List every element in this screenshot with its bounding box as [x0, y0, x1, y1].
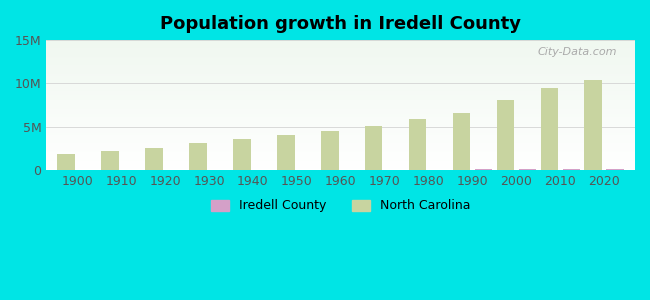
Bar — [233, 139, 251, 170]
Bar — [101, 151, 119, 170]
Bar — [409, 119, 426, 170]
Bar — [146, 148, 163, 170]
Bar — [387, 169, 404, 170]
Bar — [541, 88, 558, 170]
Legend: Iredell County, North Carolina: Iredell County, North Carolina — [204, 193, 477, 219]
Bar — [321, 131, 339, 170]
Bar — [606, 169, 624, 170]
Bar — [57, 154, 75, 170]
Title: Population growth in Iredell County: Population growth in Iredell County — [161, 15, 521, 33]
Bar — [189, 143, 207, 170]
Text: City-Data.com: City-Data.com — [538, 46, 618, 57]
Bar — [584, 80, 602, 170]
Bar — [497, 100, 514, 170]
Bar — [519, 169, 536, 170]
Bar — [365, 126, 382, 170]
Bar — [453, 113, 471, 170]
Bar — [277, 135, 294, 170]
Bar — [431, 169, 448, 170]
Bar — [562, 169, 580, 170]
Bar — [474, 169, 492, 170]
